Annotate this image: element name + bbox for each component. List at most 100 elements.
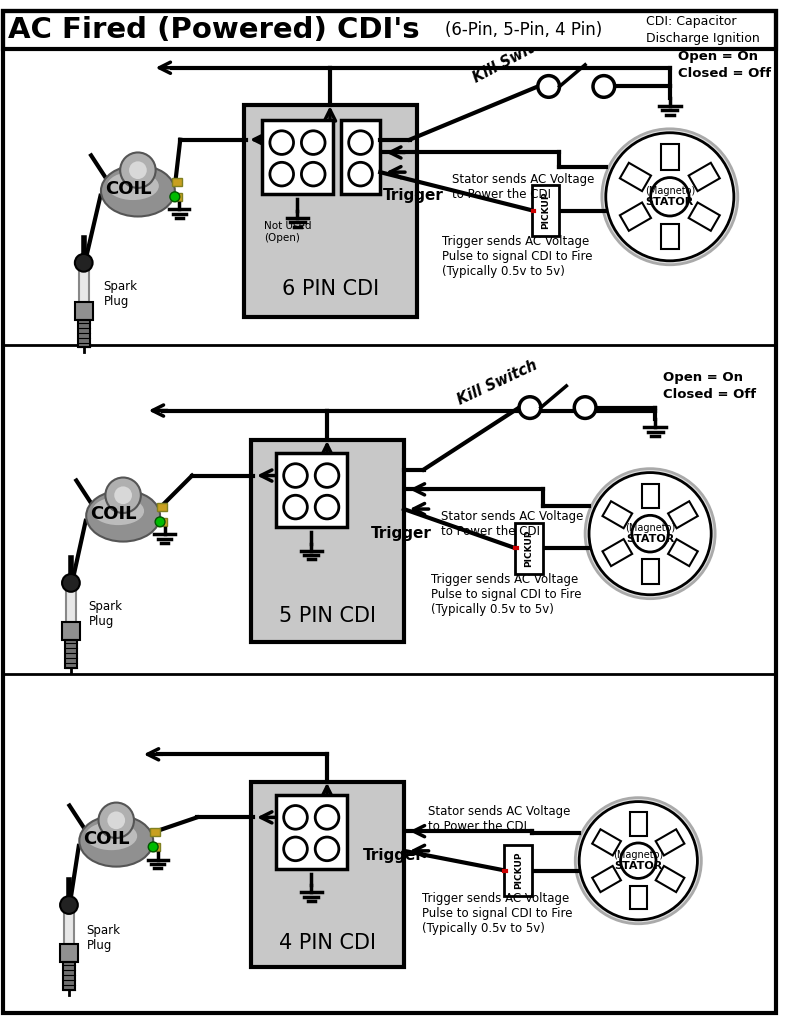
Circle shape [284,837,308,861]
Polygon shape [660,223,679,249]
Polygon shape [642,483,659,508]
Text: Stator sends AC Voltage
to Power the CDI: Stator sends AC Voltage to Power the CDI [441,510,584,538]
Text: Spark
Plug: Spark Plug [87,924,121,951]
Bar [515,523,543,574]
Circle shape [315,806,339,829]
Circle shape [75,254,93,271]
Bar [75,302,93,319]
Ellipse shape [86,490,160,542]
Bar [66,588,76,623]
Circle shape [349,131,373,155]
Circle shape [62,574,80,592]
Circle shape [574,396,596,419]
Circle shape [284,496,308,519]
Bar [341,120,380,194]
Polygon shape [689,163,720,191]
Circle shape [315,837,339,861]
Circle shape [315,496,339,519]
Text: (Magneto): (Magneto) [613,850,664,860]
Ellipse shape [85,822,137,850]
Bar [157,518,167,525]
Text: 4 PIN CDI: 4 PIN CDI [279,934,376,953]
Circle shape [60,896,78,913]
Bar [262,120,333,194]
Circle shape [270,131,293,155]
Polygon shape [592,866,621,892]
Text: Trigger: Trigger [370,525,431,541]
Circle shape [120,153,156,188]
Ellipse shape [93,497,144,525]
Bar [172,193,182,201]
Circle shape [593,76,615,97]
Text: Trigger sends AC Voltage
Pulse to signal CDI to Fire
(Typically 0.5v to 5v): Trigger sends AC Voltage Pulse to signal… [442,236,592,279]
Text: CDI: Capacitor
Discharge Ignition: CDI: Capacitor Discharge Ignition [646,15,760,45]
Bar [60,944,78,963]
Circle shape [602,129,738,265]
Polygon shape [630,812,646,836]
Circle shape [108,811,125,829]
Text: PICKUP: PICKUP [524,529,533,567]
Text: (Magneto): (Magneto) [645,186,695,196]
Circle shape [99,803,134,838]
Polygon shape [656,866,684,892]
Polygon shape [630,886,646,909]
Polygon shape [689,203,720,230]
Text: Trigger sends AC Voltage
Pulse to signal CDI to Fire
(Typically 0.5v to 5v): Trigger sends AC Voltage Pulse to signal… [431,573,582,616]
Text: 6 PIN CDI: 6 PIN CDI [282,280,379,299]
Text: (6-Pin, 5-Pin, 4 Pin): (6-Pin, 5-Pin, 4 Pin) [445,22,603,39]
Circle shape [284,464,308,487]
Ellipse shape [101,165,175,216]
Circle shape [579,802,698,920]
Circle shape [575,798,702,924]
Circle shape [519,396,541,419]
Circle shape [301,163,325,186]
Text: STATOR: STATOR [645,197,694,207]
Circle shape [632,515,668,552]
Circle shape [129,162,147,179]
Bar [63,963,75,990]
Bar [252,782,404,967]
Circle shape [621,843,656,879]
Bar [62,623,80,640]
Text: PICKUP: PICKUP [541,191,551,229]
Bar [79,267,89,302]
Text: Kill Switch: Kill Switch [471,32,554,86]
Bar [78,319,89,347]
Circle shape [105,477,141,513]
Circle shape [589,473,711,595]
Polygon shape [592,829,621,855]
Bar [276,453,346,526]
Circle shape [315,464,339,487]
Circle shape [301,131,325,155]
Polygon shape [620,163,651,191]
Text: Not Used
(Open): Not Used (Open) [264,221,312,243]
Bar [3,10,776,49]
Text: PICKUP: PICKUP [513,852,523,889]
Polygon shape [620,203,651,230]
Polygon shape [668,501,698,528]
Polygon shape [660,144,679,170]
Text: AC Fired (Powered) CDI's: AC Fired (Powered) CDI's [8,16,419,44]
Bar [505,845,532,896]
Text: Stator sends AC Voltage
to Power the CDI: Stator sends AC Voltage to Power the CDI [429,805,571,834]
Ellipse shape [79,815,153,866]
Circle shape [538,76,559,97]
Circle shape [170,191,180,202]
Circle shape [651,177,689,216]
Circle shape [270,163,293,186]
Text: COIL: COIL [104,180,151,198]
Circle shape [585,469,715,599]
Text: Stator sends AC Voltage
to Power the CDI: Stator sends AC Voltage to Power the CDI [452,173,595,201]
Polygon shape [603,501,632,528]
Bar [150,828,160,836]
Text: COIL: COIL [83,830,130,848]
Circle shape [284,806,308,829]
Polygon shape [668,539,698,566]
Polygon shape [656,829,684,855]
Text: STATOR: STATOR [614,860,662,870]
Bar [172,178,182,186]
Bar [65,640,77,668]
Text: (Magneto): (Magneto) [625,523,676,532]
Text: COIL: COIL [90,505,137,523]
Text: Spark
Plug: Spark Plug [104,281,138,308]
